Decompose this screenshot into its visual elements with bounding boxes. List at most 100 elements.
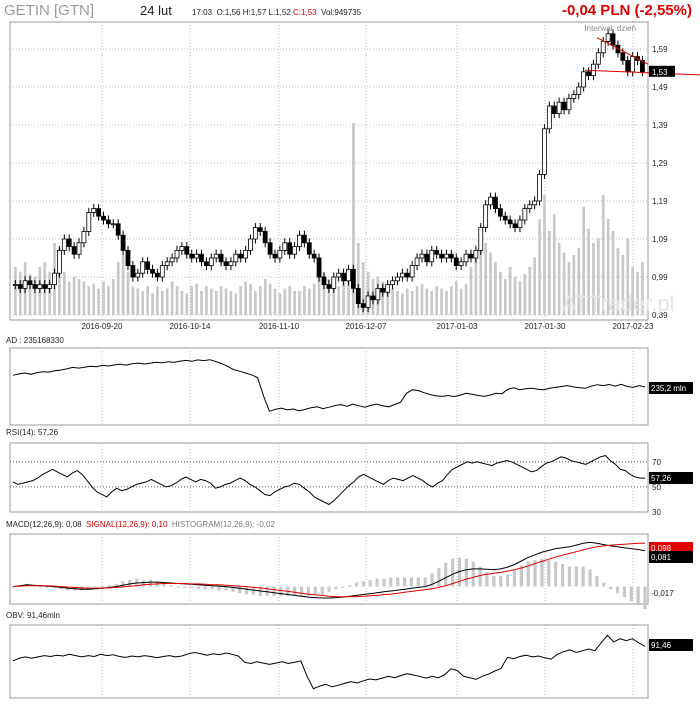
volume-bar	[214, 291, 218, 315]
candle-body	[404, 272, 410, 278]
volume-bar	[303, 286, 306, 315]
histogram-bar	[341, 586, 345, 588]
histogram-label: HISTOGRAM(12,26,9): -0,02	[171, 520, 275, 529]
rsi-tick-label: 30	[652, 508, 661, 517]
candle-body	[453, 257, 459, 266]
volume-bar	[616, 247, 620, 315]
candle-body	[233, 253, 239, 263]
histogram-bar	[279, 586, 283, 596]
candle-body	[184, 246, 190, 255]
signal-value-tag: 0,098	[651, 544, 672, 553]
candle-body	[125, 249, 131, 266]
candle-body	[331, 276, 337, 289]
last-price-tag: 1,53	[652, 68, 668, 77]
candle-body	[350, 268, 356, 289]
candle-body	[522, 208, 528, 221]
candle-body	[301, 234, 307, 244]
volume-bar	[170, 281, 174, 315]
obv-value-tag: 91,46	[651, 641, 672, 650]
rsi-tick-label: 70	[652, 458, 661, 467]
candle-body	[223, 261, 229, 266]
volume-bar	[14, 267, 17, 315]
volume-bar	[464, 283, 468, 315]
rsi-label: RSI(14): 57,26	[6, 428, 59, 437]
histogram-bar	[93, 586, 98, 588]
volume-bar	[503, 279, 507, 315]
histogram-bar	[416, 577, 420, 587]
volume-bar	[548, 231, 551, 315]
candle-body	[365, 295, 371, 308]
trendline-horizontal	[584, 69, 700, 76]
volume-bar	[391, 288, 394, 315]
candle-body	[243, 249, 248, 259]
histogram-bar	[11, 586, 15, 588]
volume-bar	[592, 243, 595, 315]
candle-body	[360, 303, 366, 308]
volume-bar	[489, 252, 492, 315]
candle-body	[27, 280, 33, 285]
volume-bar	[131, 286, 135, 315]
candle-body	[561, 101, 567, 111]
volume-bar	[180, 291, 184, 315]
volume-bar	[317, 267, 321, 315]
histogram-bar	[526, 561, 530, 587]
candle-body	[409, 265, 415, 278]
candle-body	[194, 253, 199, 259]
panel-frame	[9, 21, 649, 321]
candle-body	[164, 261, 170, 266]
candle-body	[551, 105, 557, 114]
volume-bar	[508, 267, 512, 315]
volume-bar	[28, 274, 32, 315]
y-tick-label: 1,39	[652, 121, 668, 130]
volume-bar	[557, 243, 561, 315]
histogram-bar	[409, 577, 414, 587]
candle-body	[145, 261, 151, 270]
volume-bar	[562, 252, 566, 315]
histogram-bar	[588, 569, 592, 587]
histogram-bar	[636, 586, 640, 606]
candle-body	[238, 253, 244, 259]
candle-body	[556, 101, 562, 114]
candle-body	[625, 60, 631, 73]
volume-bar	[82, 281, 86, 315]
volume-bar	[185, 293, 189, 315]
histogram-bar	[107, 585, 111, 587]
candle-body	[155, 272, 160, 278]
candle-body	[591, 63, 596, 76]
histogram-bar	[430, 573, 434, 587]
volume-bar	[420, 283, 424, 315]
price-change: -0,04 PLN (-2,55%)	[561, 2, 692, 19]
histogram-bar	[162, 583, 166, 587]
candle-body	[297, 234, 302, 247]
histogram-bar	[299, 586, 304, 596]
histogram-bar	[183, 586, 187, 588]
histogram-bar	[540, 558, 544, 587]
candle-body	[61, 238, 67, 251]
candle-body	[458, 261, 464, 266]
histogram-value-tag: -0,017	[651, 589, 674, 598]
volume-bar	[234, 293, 238, 315]
histogram-bar	[389, 577, 393, 587]
volume-bar	[62, 271, 66, 315]
macd-value-tag-bg	[649, 551, 693, 563]
candle-body	[419, 253, 425, 259]
volume-bar	[263, 279, 267, 315]
ticker-label[interactable]: GETIN [GTN]	[4, 2, 94, 19]
volume-bar	[567, 262, 571, 315]
candle-body	[218, 253, 224, 263]
x-tick-label: 2016-11-10	[259, 322, 300, 331]
volume-bar	[597, 238, 600, 315]
macd-label: MACD(12,26,9): 0,08	[6, 520, 82, 529]
histogram-bar	[581, 566, 585, 587]
histogram-bar	[141, 579, 146, 587]
candle-body	[86, 211, 92, 232]
histogram-bar	[190, 586, 194, 588]
histogram-bar	[602, 582, 606, 587]
volume-bar	[538, 219, 541, 315]
candle-body	[150, 268, 155, 274]
candle-body	[385, 284, 391, 293]
histogram-bar	[609, 586, 613, 590]
volume-bar	[347, 271, 350, 315]
histogram-bar	[437, 568, 441, 587]
